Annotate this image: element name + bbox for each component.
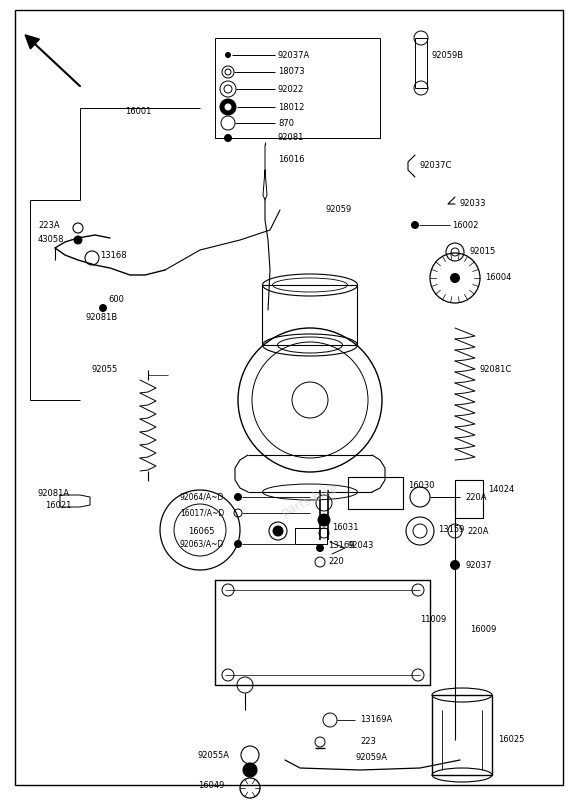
Text: 600: 600 xyxy=(108,295,124,305)
Text: 16065: 16065 xyxy=(188,526,214,535)
Circle shape xyxy=(225,104,231,110)
Text: 13168: 13168 xyxy=(100,250,127,259)
Bar xyxy=(215,38,380,138)
Circle shape xyxy=(234,493,242,501)
Text: 16025: 16025 xyxy=(498,735,524,745)
Text: 92059A: 92059A xyxy=(355,753,387,762)
Circle shape xyxy=(318,514,330,526)
Text: 13169: 13169 xyxy=(328,541,354,550)
Text: 16031: 16031 xyxy=(332,523,358,533)
Text: 220: 220 xyxy=(328,558,344,566)
Text: 870: 870 xyxy=(278,118,294,127)
Text: 92064/A~D: 92064/A~D xyxy=(180,493,225,502)
Circle shape xyxy=(74,236,82,244)
Circle shape xyxy=(273,526,283,536)
Text: 16016: 16016 xyxy=(278,155,305,165)
Text: 92015: 92015 xyxy=(470,247,497,257)
Text: 92055A: 92055A xyxy=(198,750,230,759)
Bar xyxy=(432,695,492,775)
Text: 92081B: 92081B xyxy=(85,314,118,322)
Text: 220A: 220A xyxy=(467,526,488,535)
Text: 92081A: 92081A xyxy=(38,489,70,498)
Text: 220A: 220A xyxy=(465,493,487,502)
Circle shape xyxy=(411,221,419,229)
Text: 16021: 16021 xyxy=(45,502,71,510)
Text: 18012: 18012 xyxy=(278,102,304,111)
Text: 92022: 92022 xyxy=(278,85,304,94)
Bar xyxy=(415,38,427,88)
Circle shape xyxy=(220,99,236,115)
Text: 43058: 43058 xyxy=(38,235,65,245)
Text: 92081C: 92081C xyxy=(480,366,512,374)
Text: 223: 223 xyxy=(360,738,376,746)
Text: 14024: 14024 xyxy=(488,486,514,494)
Circle shape xyxy=(316,544,324,552)
Text: 92055: 92055 xyxy=(92,366,118,374)
Circle shape xyxy=(234,540,242,548)
Text: 92063/A~D: 92063/A~D xyxy=(180,539,225,549)
Text: 92037A: 92037A xyxy=(278,50,310,59)
Bar xyxy=(295,528,327,544)
Text: 16001: 16001 xyxy=(125,107,151,117)
Text: 92037C: 92037C xyxy=(420,161,452,170)
Circle shape xyxy=(450,273,460,283)
Text: parts.bike: parts.bike xyxy=(279,481,341,519)
Text: 92037: 92037 xyxy=(465,561,491,570)
Text: 92081: 92081 xyxy=(278,134,304,142)
Text: 92033: 92033 xyxy=(460,198,487,207)
Text: 92043: 92043 xyxy=(348,542,374,550)
Text: 223A: 223A xyxy=(38,221,60,230)
Text: 16017/A~D: 16017/A~D xyxy=(180,509,224,518)
Text: 92059B: 92059B xyxy=(432,50,464,59)
Circle shape xyxy=(450,560,460,570)
Bar xyxy=(348,477,403,509)
Text: 16030: 16030 xyxy=(408,481,434,490)
Text: 11009: 11009 xyxy=(420,615,446,625)
Circle shape xyxy=(224,134,232,142)
Text: 92059: 92059 xyxy=(326,206,353,214)
Text: 16004: 16004 xyxy=(485,274,511,282)
Circle shape xyxy=(224,85,232,93)
Circle shape xyxy=(225,52,231,58)
Text: 16002: 16002 xyxy=(452,221,479,230)
Text: 13169A: 13169A xyxy=(360,715,392,725)
Text: 16009: 16009 xyxy=(470,626,497,634)
Text: 16049: 16049 xyxy=(198,782,225,790)
Bar xyxy=(455,480,483,518)
Circle shape xyxy=(243,763,257,777)
Circle shape xyxy=(99,304,107,312)
Text: 18073: 18073 xyxy=(278,67,305,77)
Bar xyxy=(262,285,357,345)
Text: 13159: 13159 xyxy=(438,526,464,534)
